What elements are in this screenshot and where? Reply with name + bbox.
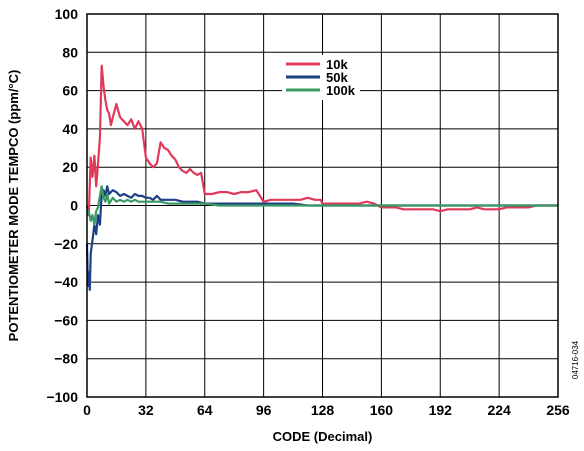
- x-tick-label: 96: [256, 402, 272, 418]
- legend-label-10k: 10k: [326, 57, 348, 72]
- y-tick-label: 100: [55, 6, 79, 22]
- y-tick-label: 0: [70, 198, 78, 214]
- y-tick-label: −80: [54, 351, 78, 367]
- y-tick-label: −20: [54, 236, 78, 252]
- y-tick-label: −60: [54, 312, 78, 328]
- y-tick-label: 20: [62, 159, 78, 175]
- x-tick-label: 192: [429, 402, 453, 418]
- x-tick-labels: 0 32 64 96 128 160 192 224 256: [83, 402, 570, 418]
- series-line-100k: [86, 185, 558, 226]
- x-axis-label: CODE (Decimal): [273, 429, 373, 444]
- x-tick-label: 128: [311, 402, 335, 418]
- legend-label-100k: 100k: [326, 83, 356, 98]
- series-lines: [85, 64, 558, 291]
- y-tick-label: 60: [62, 83, 78, 99]
- x-tick-label: 32: [138, 402, 154, 418]
- x-tick-label: 0: [83, 402, 91, 418]
- x-tick-label: 256: [546, 402, 570, 418]
- x-tick-label: 160: [370, 402, 394, 418]
- y-tick-label: −100: [46, 389, 78, 405]
- plot-frame: [86, 13, 559, 398]
- x-tick-label: 224: [487, 402, 511, 418]
- x-tick-label: 64: [197, 402, 213, 418]
- y-tick-label: 80: [62, 44, 78, 60]
- legend-label-50k: 50k: [326, 70, 348, 85]
- series-line-10k: [85, 64, 558, 217]
- y-tick-label: 40: [62, 121, 78, 137]
- y-axis-label: POTENTIOMETER MODE TEMPCO (ppm/°C): [6, 70, 21, 342]
- y-tick-labels: 100 80 60 40 20 0 −20 −40 −60 −80 −100: [46, 6, 78, 405]
- figure-id: 04716-034: [571, 340, 580, 379]
- legend: 10k 50k 100k: [282, 55, 360, 100]
- y-tick-label: −40: [54, 274, 78, 290]
